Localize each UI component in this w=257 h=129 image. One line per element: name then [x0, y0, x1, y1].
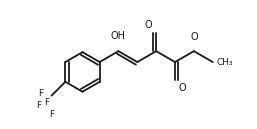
- Text: F: F: [49, 110, 54, 119]
- Text: O: O: [145, 20, 152, 30]
- Text: F: F: [44, 98, 50, 107]
- Text: O: O: [190, 32, 198, 42]
- Text: O: O: [179, 83, 187, 93]
- Text: F: F: [39, 89, 44, 98]
- Text: F: F: [36, 101, 42, 110]
- Text: OH: OH: [111, 31, 126, 41]
- Text: CH₃: CH₃: [217, 58, 233, 67]
